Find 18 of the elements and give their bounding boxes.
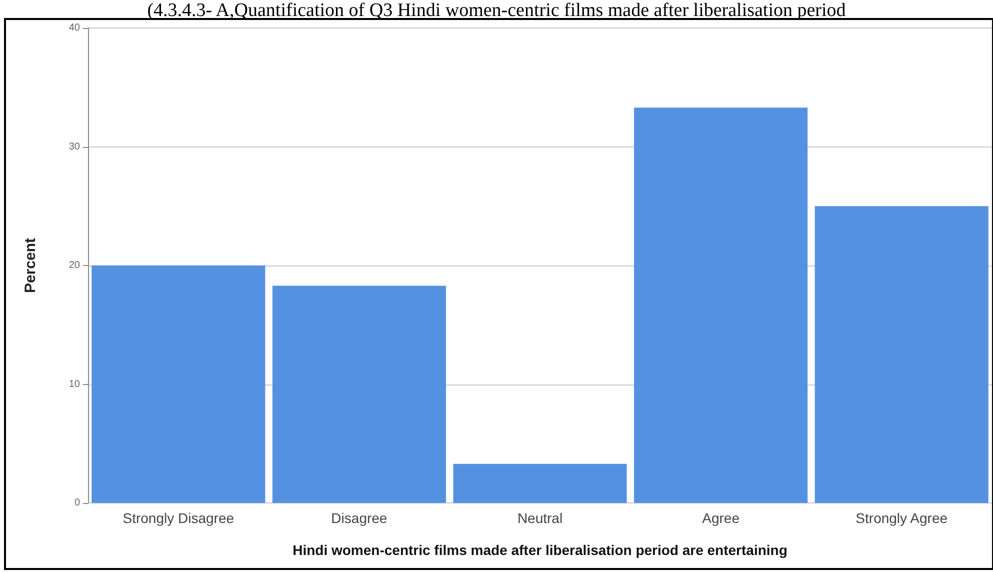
bar bbox=[453, 464, 627, 503]
y-tick-label: 30 bbox=[68, 141, 80, 152]
x-tick-label: Strongly Disagree bbox=[122, 510, 234, 526]
bar bbox=[272, 286, 446, 503]
chart-title: (4.3.4.3- A,Quantification of Q3 Hindi women-centric films made after liberalisation period bbox=[146, 0, 847, 22]
x-axis-title: Hindi women-centric films made after liberalisation period are entertaining bbox=[292, 542, 788, 558]
y-tick-label: 40 bbox=[68, 22, 80, 34]
y-tick-label: 0 bbox=[74, 498, 80, 508]
bar bbox=[92, 266, 266, 503]
bar bbox=[814, 206, 988, 503]
x-tick-label: Neutral bbox=[517, 510, 563, 526]
y-axis-title: Percent bbox=[22, 238, 39, 294]
x-tick-label: Agree bbox=[702, 510, 740, 526]
x-tick-label: Strongly Agree bbox=[856, 510, 948, 526]
y-tick-label: 10 bbox=[68, 378, 80, 390]
x-tick-label: Disagree bbox=[331, 510, 388, 526]
bar bbox=[634, 108, 808, 503]
y-tick-label: 20 bbox=[68, 260, 80, 271]
